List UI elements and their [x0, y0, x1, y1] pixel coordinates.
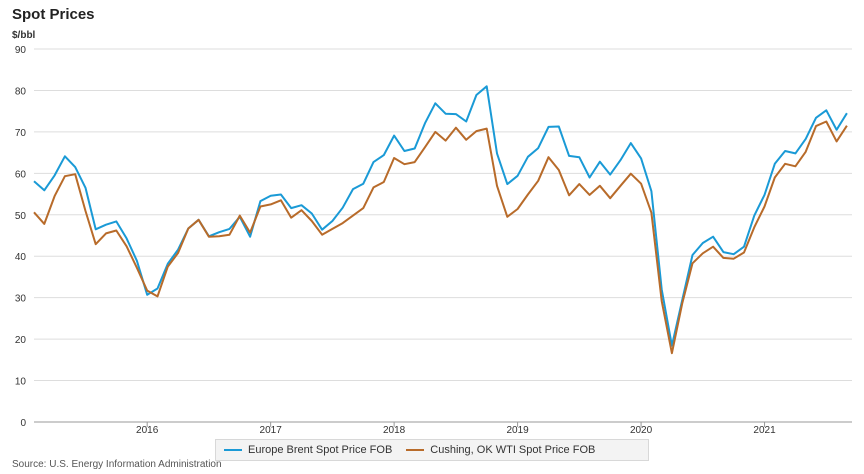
y-tick-label: 10: [15, 377, 27, 388]
x-tick-label: 2018: [383, 425, 406, 436]
x-tick-label: 2019: [506, 425, 529, 436]
y-tick-label: 60: [15, 169, 27, 180]
legend-swatch-brent: [224, 449, 242, 451]
y-tick-label: 50: [15, 211, 27, 222]
chart-title: Spot Prices: [12, 6, 95, 23]
series-line-brent: [33, 85, 848, 347]
y-tick-label: 30: [15, 294, 27, 305]
legend-label-brent: Europe Brent Spot Price FOB: [248, 444, 393, 456]
legend-item-wti: Cushing, OK WTI Spot Price FOB: [406, 444, 595, 456]
legend-swatch-wti: [406, 449, 425, 451]
y-tick-label: 80: [15, 86, 27, 97]
legend-label-wti: Cushing, OK WTI Spot Price FOB: [430, 444, 596, 456]
x-tick-label: 2016: [136, 425, 159, 436]
gridlines: [34, 48, 852, 423]
y-tick-label: 70: [15, 128, 27, 139]
source-note: Source: U.S. Energy Information Administ…: [12, 459, 222, 470]
series-line-wti: [33, 120, 848, 355]
x-axis-ticks: 2016 2017 2018 2019 2020 2021: [136, 422, 776, 436]
y-tick-label: 0: [20, 418, 26, 429]
series-lines: [33, 85, 848, 355]
x-tick-label: 2017: [260, 425, 283, 436]
y-axis-ticks: 0 10 20 30 40 50 60 70 80 90: [15, 45, 27, 429]
x-tick-label: 2020: [630, 425, 653, 436]
legend-item-brent: Europe Brent Spot Price FOB: [224, 444, 392, 456]
y-tick-label: 90: [15, 45, 27, 56]
x-tick-label: 2021: [753, 425, 776, 436]
chart-legend: Europe Brent Spot Price FOB Cushing, OK …: [215, 439, 649, 461]
y-axis-unit-label: $/bbl: [12, 30, 36, 41]
y-tick-label: 40: [15, 252, 27, 263]
y-tick-label: 20: [15, 335, 27, 346]
